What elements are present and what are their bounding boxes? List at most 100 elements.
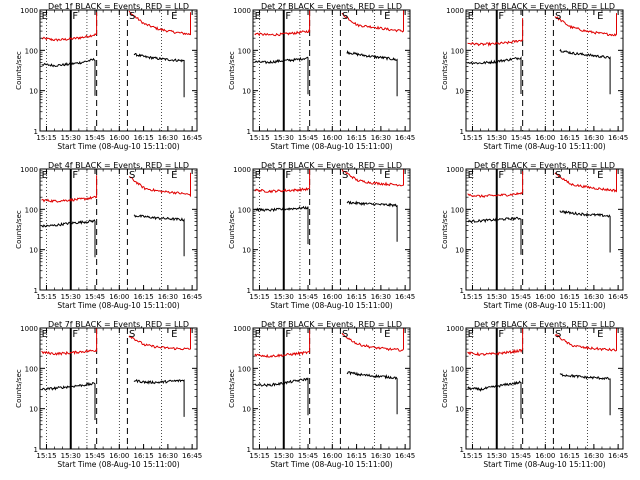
x-tick-label: 15:15 [249,134,269,142]
x-tick-label: 15:45 [298,293,318,301]
event-letter: S [555,329,561,340]
event-letter: E [42,11,48,22]
axes-frame [252,168,411,291]
series-events-line [467,216,522,255]
y-tick-label: 100 [25,206,38,214]
event-letter: F [285,11,291,22]
x-tick-label: 16:45 [395,134,415,142]
y-tick-label: 1000 [446,7,464,15]
event-letter: E [384,329,390,340]
y-tick-label: 100 [238,365,251,373]
y-tick-label: 1 [247,446,251,454]
series-events-line [346,371,398,415]
panel-8: Det 8f BLACK = Events, RED = LLD 1 10 100 10… [228,320,415,469]
y-tick-label: 1000 [20,7,38,15]
panel-1: Det 1f BLACK = Events, RED = LLD 1 10 100 10… [15,2,202,151]
series-lld-line [128,10,191,36]
y-tick-label: 10 [455,247,464,255]
event-letter: F [285,329,291,340]
y-tick-label: 10 [455,406,464,414]
y-tick-label: 100 [451,47,464,55]
y-axis-label: Counts/sec [441,51,449,90]
x-tick-label: 16:00 [535,134,555,142]
panel-title: Det 3f BLACK = Events, RED = LLD [474,2,615,11]
x-tick-label: 16:00 [535,452,555,460]
x-tick-label: 16:30 [158,452,178,460]
panel-title: Det 5f BLACK = Events, RED = LLD [261,161,402,170]
event-letter: E [42,170,48,181]
x-tick-label: 15:45 [298,134,318,142]
y-axis-label: Counts/sec [441,210,449,249]
event-letter: E [468,170,474,181]
y-tick-label: 1 [460,287,464,295]
x-axis-label: Start Time (08-Aug-10 15:11:00) [57,460,179,469]
x-tick-label: 16:30 [371,134,391,142]
axes-frame [465,327,624,450]
series-lld-line [554,328,617,352]
series-lld-line [41,328,98,356]
event-letter: E [597,329,603,340]
series-lld-line [41,12,98,42]
event-letter: F [72,329,78,340]
event-letter: F [498,11,504,22]
x-tick-label: 16:45 [608,452,628,460]
y-axis-label: Counts/sec [441,369,449,408]
series-events-line [41,57,96,96]
y-tick-label: 100 [238,206,251,214]
x-axis-label: Start Time (08-Aug-10 15:11:00) [483,301,605,310]
x-tick-label: 15:15 [462,452,482,460]
panel-title: Det 7f BLACK = Events, RED = LLD [48,320,189,329]
event-letter: F [285,170,291,181]
event-letter: S [129,170,135,181]
panel-title: Det 4f BLACK = Events, RED = LLD [48,161,189,170]
series-events-line [467,380,522,419]
y-tick-label: 1000 [446,325,464,333]
series-lld-line [554,13,617,37]
series-events-line [559,210,611,253]
y-axis-label: Counts/sec [228,51,236,90]
event-letter: S [129,329,135,340]
x-tick-label: 15:15 [36,293,56,301]
x-tick-label: 15:30 [487,452,507,460]
x-tick-label: 16:15 [133,134,153,142]
axes-frame [465,9,624,132]
series-events-line [133,214,185,257]
x-tick-label: 16:45 [608,293,628,301]
series-lld-line [254,10,311,37]
y-axis-label: Counts/sec [15,51,23,90]
panel-title: Det 6f BLACK = Events, RED = LLD [474,161,615,170]
x-tick-label: 15:30 [274,293,294,301]
series-lld-line [128,172,191,198]
event-letter: F [72,170,78,181]
x-tick-label: 16:45 [395,293,415,301]
panel-9: Det 9f BLACK = Events, RED = LLD 1 10 100 10… [441,320,628,469]
x-tick-label: 16:30 [584,293,604,301]
x-tick-label: 16:15 [346,293,366,301]
event-letter: F [498,329,504,340]
x-tick-label: 16:30 [584,452,604,460]
y-axis-label: Counts/sec [15,210,23,249]
y-tick-label: 1 [34,128,38,136]
y-tick-label: 1000 [233,325,251,333]
event-letter: E [42,329,48,340]
panel-4: Det 4f BLACK = Events, RED = LLD 1 10 100 10… [15,161,202,310]
x-axis-label: Start Time (08-Aug-10 15:11:00) [483,460,605,469]
axes-frame [39,9,198,132]
x-tick-label: 16:30 [371,293,391,301]
axes-frame [465,168,624,291]
event-letter: E [171,11,177,22]
x-tick-label: 16:15 [346,452,366,460]
event-letter: E [468,329,474,340]
y-axis-label: Counts/sec [15,369,23,408]
x-tick-label: 16:00 [109,452,129,460]
x-tick-label: 16:00 [322,134,342,142]
panel-title: Det 8f BLACK = Events, RED = LLD [261,320,402,329]
y-tick-label: 10 [29,88,38,96]
x-tick-label: 15:45 [298,452,318,460]
x-tick-label: 16:00 [109,134,129,142]
y-tick-label: 100 [451,206,464,214]
x-tick-label: 16:15 [559,134,579,142]
x-tick-label: 16:30 [584,134,604,142]
series-lld-line [467,171,524,199]
event-letter: F [498,170,504,181]
